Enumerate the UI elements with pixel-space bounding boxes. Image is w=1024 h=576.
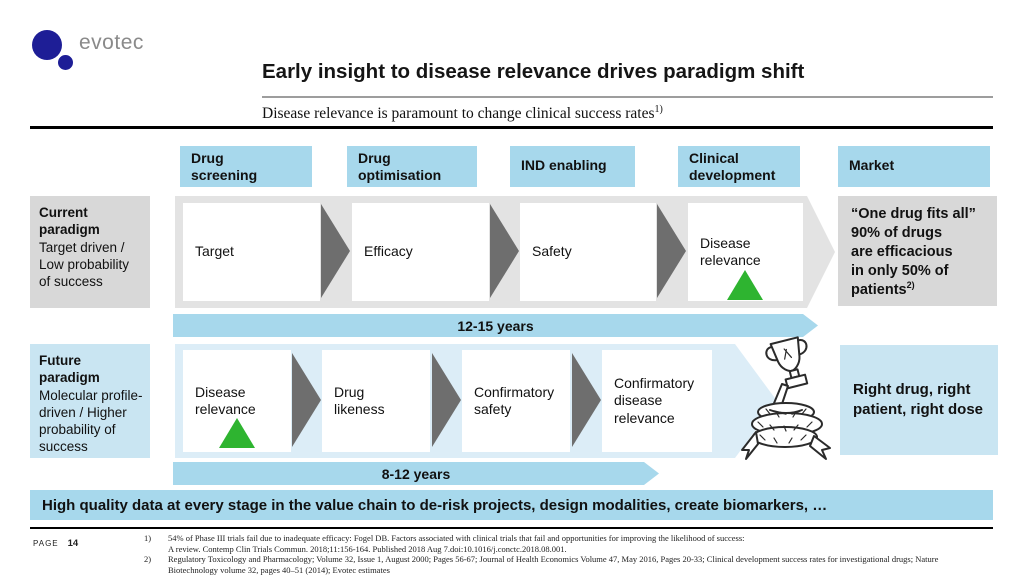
title-divider — [262, 96, 993, 98]
phase-header-market: Market — [838, 146, 990, 187]
footer-divider — [30, 527, 993, 529]
future-paradigm-title: Future paradigm — [39, 353, 100, 386]
outcome-quote: “One drug fits all” — [851, 206, 976, 222]
arrow-right-icon — [572, 353, 601, 447]
step-target: Target — [183, 203, 320, 301]
step-confirmatory-safety: Confirmatory safety — [462, 350, 570, 452]
evotec-logo-icon — [32, 30, 62, 60]
page-number: 14 — [67, 538, 79, 549]
subtitle-text: Disease relevance is paramount to change… — [262, 105, 655, 123]
milestone-triangle-icon — [219, 418, 255, 448]
page-label: PAGE — [33, 539, 59, 548]
arrow-right-icon — [490, 204, 519, 298]
footnotes: 1) 54% of Phase III trials fail due to i… — [144, 533, 1004, 575]
trophy-in-mortar-illustration-icon — [741, 336, 831, 460]
arrow-right-icon — [321, 204, 350, 298]
step-confirmatory-disease-relevance: Confirmatory disease relevance — [602, 350, 712, 452]
current-paradigm-description: Target driven / Low probability of succe… — [39, 239, 130, 290]
phase-header-drug-optimisation: Drug optimisation — [347, 146, 477, 187]
arrow-right-icon — [292, 353, 321, 447]
footnote-1: 1) 54% of Phase III trials fail due to i… — [144, 533, 1004, 554]
header-divider — [30, 126, 993, 129]
key-message-banner: High quality data at every stage in the … — [30, 490, 993, 520]
phase-header-ind-enabling: IND enabling — [510, 146, 635, 187]
step-safety: Safety — [520, 203, 656, 301]
step-drug-likeness: Drug likeness — [322, 350, 430, 452]
step-efficacy: Efficacy — [352, 203, 489, 301]
step-disease-relevance-future: Disease relevance — [183, 350, 291, 452]
duration-bar-current: 12-15 years — [173, 314, 818, 337]
subtitle-footnote-ref: 1) — [654, 104, 663, 115]
page-subtitle: Disease relevance is paramount to change… — [262, 104, 1002, 123]
arrow-right-icon — [657, 204, 686, 298]
future-paradigm-label: Future paradigm Molecular profile- drive… — [30, 344, 150, 458]
footnote-1-number: 1) — [144, 533, 152, 543]
evotec-logo-dot-icon — [58, 55, 73, 70]
page-indicator: PAGE 14 — [33, 538, 78, 549]
arrow-right-icon — [432, 353, 461, 447]
future-outcome-box: Right drug, right patient, right dose — [840, 345, 998, 455]
outcome-footnote-ref: 2) — [906, 280, 915, 291]
current-paradigm-title: Current paradigm — [39, 205, 100, 238]
footnote-2-number: 2) — [144, 554, 152, 564]
current-outcome-box: “One drug fits all” 90% of drugs are eff… — [838, 196, 997, 306]
phase-header-clinical-development: Clinical development — [678, 146, 800, 187]
logo-wordmark: evotec — [79, 31, 144, 54]
milestone-triangle-icon — [727, 270, 763, 300]
future-paradigm-description: Molecular profile- driven / Higher proba… — [39, 387, 143, 455]
phase-header-drug-screening: Drug screening — [180, 146, 312, 187]
footnote-1-text: 54% of Phase III trials fail due to inad… — [168, 533, 745, 554]
page-title: Early insight to disease relevance drive… — [262, 60, 805, 83]
current-paradigm-label: Current paradigm Target driven / Low pro… — [30, 196, 150, 308]
footnote-2: 2) Regulatory Toxicology and Pharmacolog… — [144, 554, 1004, 575]
duration-bar-future: 8-12 years — [173, 462, 659, 485]
outcome-statistic: 90% of drugs are efficacious in only 50%… — [851, 224, 953, 299]
footnote-2-text: Regulatory Toxicology and Pharmacology; … — [168, 554, 939, 575]
